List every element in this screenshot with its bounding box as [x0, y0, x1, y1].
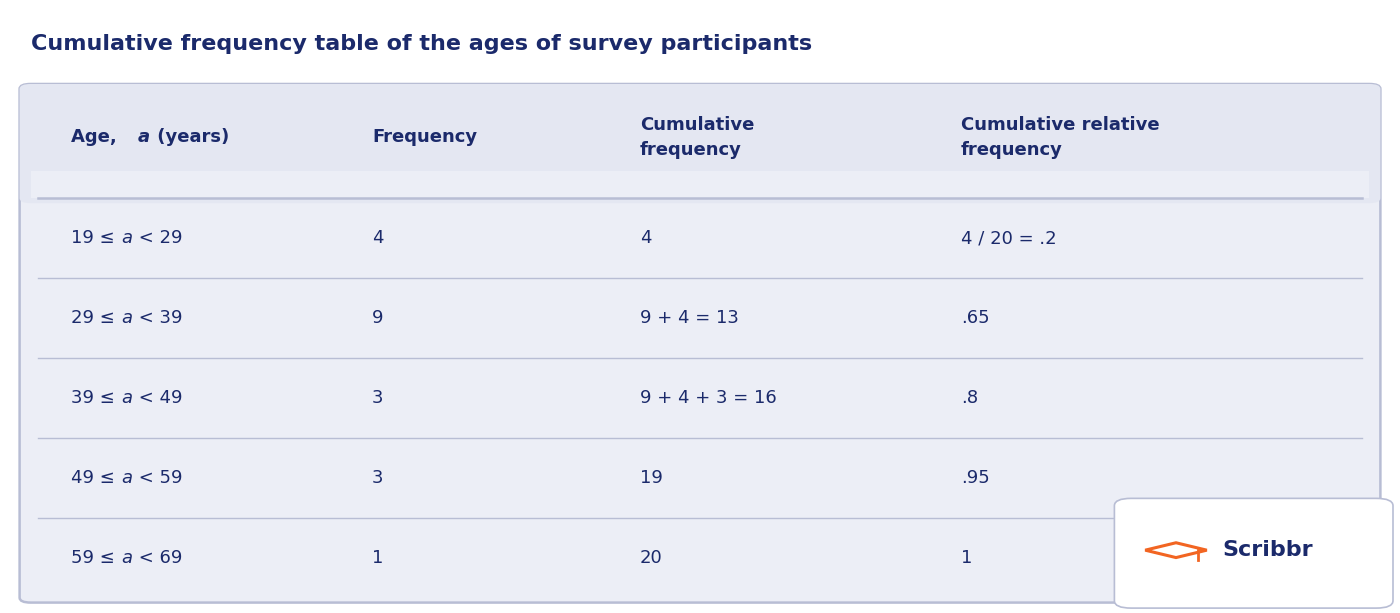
Text: Frequency: Frequency — [372, 129, 477, 147]
Text: Scribbr: Scribbr — [1222, 540, 1313, 560]
Text: 59 ≤: 59 ≤ — [71, 549, 120, 567]
Text: a: a — [122, 309, 133, 327]
Text: 9: 9 — [372, 309, 384, 327]
Text: 39 ≤: 39 ≤ — [71, 389, 120, 407]
Text: .65: .65 — [960, 309, 990, 327]
Text: < 69: < 69 — [133, 549, 182, 567]
Text: 9 + 4 + 3 = 16: 9 + 4 + 3 = 16 — [640, 389, 777, 407]
Text: 29 ≤: 29 ≤ — [71, 309, 120, 327]
Text: 4: 4 — [640, 229, 651, 247]
Text: Cumulative frequency table of the ages of survey participants: Cumulative frequency table of the ages o… — [31, 34, 812, 54]
Text: a: a — [122, 469, 133, 487]
Text: < 39: < 39 — [133, 309, 183, 327]
Text: < 59: < 59 — [133, 469, 183, 487]
Text: < 29: < 29 — [133, 229, 183, 247]
Text: 4: 4 — [372, 229, 384, 247]
Text: a: a — [122, 389, 133, 407]
Text: 4 / 20 = .2: 4 / 20 = .2 — [960, 229, 1057, 247]
Text: Age,: Age, — [71, 129, 123, 147]
FancyBboxPatch shape — [20, 84, 1380, 603]
Text: Cumulative
frequency: Cumulative frequency — [640, 116, 755, 159]
Text: 1: 1 — [960, 549, 973, 567]
Text: 3: 3 — [372, 389, 384, 407]
Text: 19 ≤: 19 ≤ — [71, 229, 120, 247]
Text: 3: 3 — [372, 469, 384, 487]
Text: Cumulative relative
frequency: Cumulative relative frequency — [960, 116, 1159, 159]
Text: 19: 19 — [640, 469, 662, 487]
Text: 49 ≤: 49 ≤ — [71, 469, 120, 487]
Text: a: a — [122, 229, 133, 247]
Text: 9 + 4 = 13: 9 + 4 = 13 — [640, 309, 739, 327]
FancyBboxPatch shape — [20, 84, 1380, 203]
Text: < 49: < 49 — [133, 389, 183, 407]
Text: a: a — [139, 129, 150, 147]
FancyBboxPatch shape — [1114, 498, 1393, 608]
Text: 1: 1 — [372, 549, 384, 567]
Text: a: a — [122, 549, 133, 567]
Text: .95: .95 — [960, 469, 990, 487]
Text: 20: 20 — [640, 549, 662, 567]
Text: (years): (years) — [151, 129, 230, 147]
Bar — [31, 171, 1369, 198]
Text: .8: .8 — [960, 389, 979, 407]
